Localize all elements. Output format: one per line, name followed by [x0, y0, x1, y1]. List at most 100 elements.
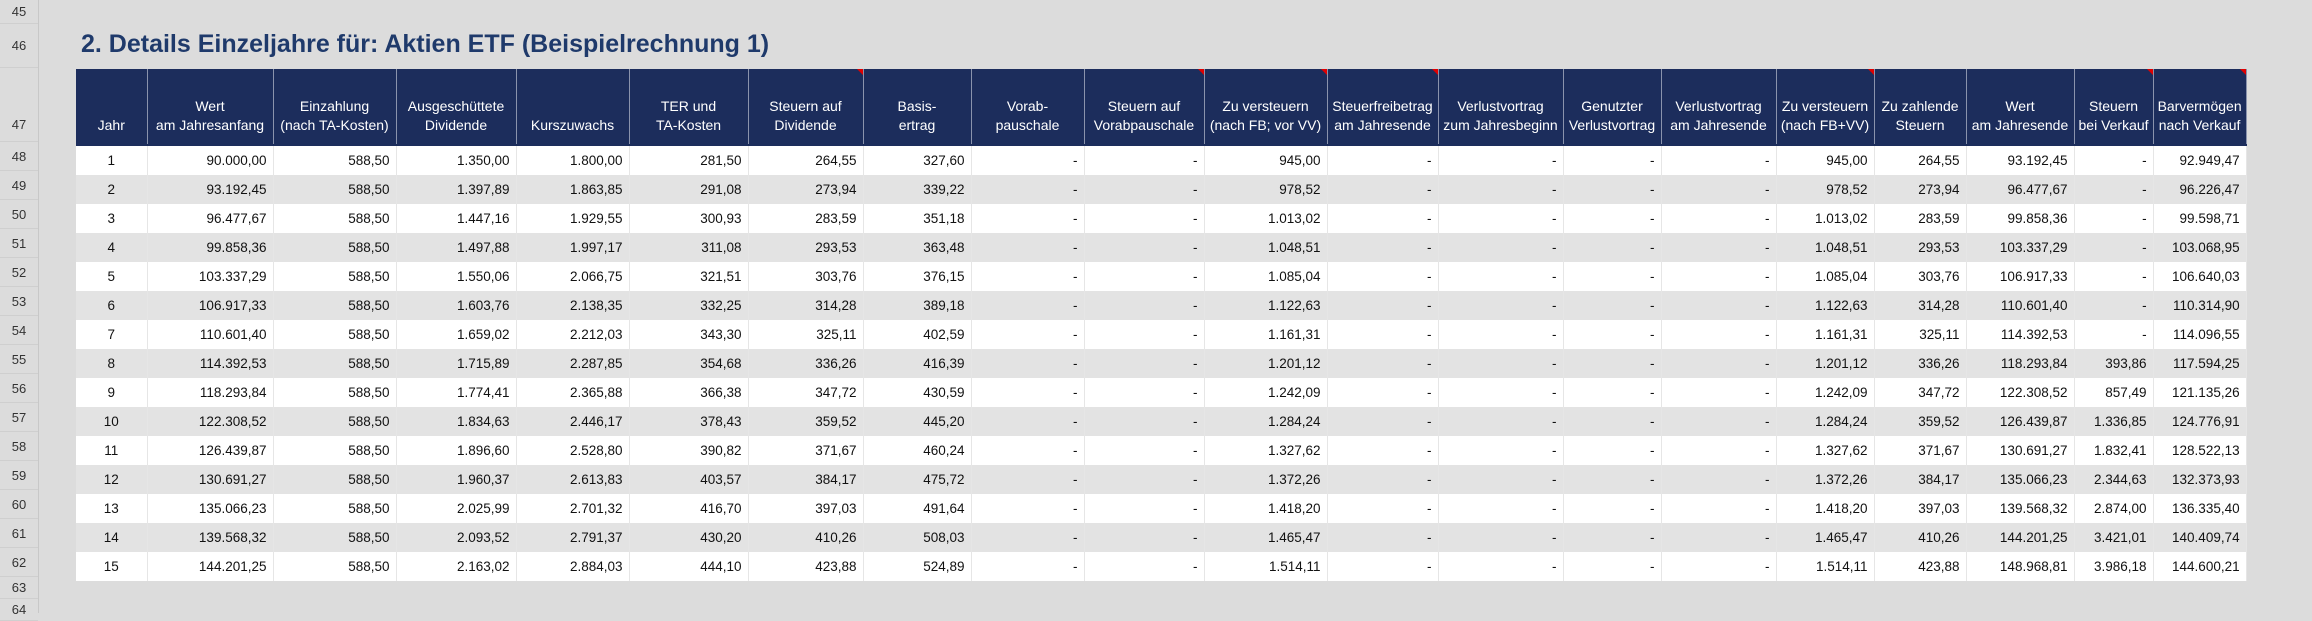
table-cell[interactable]: 139.568,32: [147, 523, 274, 552]
table-cell[interactable]: 106.917,33: [1966, 262, 2075, 291]
table-cell[interactable]: 1.372,26: [1776, 465, 1875, 494]
table-cell[interactable]: -: [1327, 407, 1439, 436]
table-cell[interactable]: -: [1661, 378, 1777, 407]
table-cell[interactable]: -: [1661, 175, 1777, 204]
table-cell[interactable]: 327,60: [863, 144, 972, 175]
table-cell[interactable]: 1.327,62: [1776, 436, 1875, 465]
table-cell[interactable]: -: [2074, 204, 2154, 233]
table-cell[interactable]: 117.594,25: [2153, 349, 2247, 378]
table-cell[interactable]: -: [1438, 320, 1564, 349]
table-cell[interactable]: -: [1438, 378, 1564, 407]
table-cell[interactable]: 10: [76, 407, 148, 436]
table-cell[interactable]: 1.122,63: [1204, 291, 1328, 320]
table-cell[interactable]: -: [1327, 175, 1439, 204]
table-cell[interactable]: -: [2074, 320, 2154, 349]
table-cell[interactable]: 366,38: [629, 378, 749, 407]
table-cell[interactable]: 2.365,88: [516, 378, 630, 407]
table-cell[interactable]: 1.242,09: [1204, 378, 1328, 407]
table-cell[interactable]: 1.465,47: [1204, 523, 1328, 552]
column-header[interactable]: Wert am Jahresende: [1966, 69, 2075, 145]
table-cell[interactable]: 588,50: [273, 494, 397, 523]
table-cell[interactable]: 281,50: [629, 144, 749, 175]
table-cell[interactable]: 132.373,93: [2153, 465, 2247, 494]
table-cell[interactable]: 1.048,51: [1776, 233, 1875, 262]
table-cell[interactable]: 423,88: [748, 552, 864, 581]
column-header[interactable]: Steuerfreibetrag am Jahresende: [1327, 69, 1439, 145]
row-number[interactable]: 47: [0, 68, 38, 142]
table-cell[interactable]: -: [971, 436, 1085, 465]
table-cell[interactable]: 978,52: [1204, 175, 1328, 204]
table-cell[interactable]: 460,24: [863, 436, 972, 465]
table-cell[interactable]: 588,50: [273, 349, 397, 378]
table-cell[interactable]: -: [1084, 494, 1205, 523]
row-number[interactable]: 46: [0, 24, 38, 68]
table-cell[interactable]: 2.025,99: [396, 494, 517, 523]
table-cell[interactable]: 397,03: [1874, 494, 1967, 523]
table-cell[interactable]: 121.135,26: [2153, 378, 2247, 407]
table-cell[interactable]: 321,51: [629, 262, 749, 291]
table-cell[interactable]: 1.603,76: [396, 291, 517, 320]
row-number[interactable]: 59: [0, 461, 38, 490]
table-cell[interactable]: 1.659,02: [396, 320, 517, 349]
table-cell[interactable]: 444,10: [629, 552, 749, 581]
table-cell[interactable]: 110.601,40: [147, 320, 274, 349]
table-cell[interactable]: 1.550,06: [396, 262, 517, 291]
table-cell[interactable]: 1.832,41: [2074, 436, 2154, 465]
table-cell[interactable]: 96.477,67: [1966, 175, 2075, 204]
table-cell[interactable]: -: [2074, 291, 2154, 320]
row-number[interactable]: 55: [0, 345, 38, 374]
table-cell[interactable]: 6: [76, 291, 148, 320]
table-cell[interactable]: 524,89: [863, 552, 972, 581]
table-cell[interactable]: 588,50: [273, 552, 397, 581]
table-cell[interactable]: -: [1563, 204, 1662, 233]
table-cell[interactable]: 103.337,29: [1966, 233, 2075, 262]
table-cell[interactable]: 1.514,11: [1204, 552, 1328, 581]
table-cell[interactable]: 376,15: [863, 262, 972, 291]
table-cell[interactable]: 1.242,09: [1776, 378, 1875, 407]
column-header[interactable]: Kurszuwachs: [516, 69, 630, 145]
table-cell[interactable]: 2.613,83: [516, 465, 630, 494]
table-cell[interactable]: -: [1438, 349, 1564, 378]
table-cell[interactable]: 1.497,88: [396, 233, 517, 262]
table-cell[interactable]: -: [1084, 378, 1205, 407]
row-number[interactable]: 62: [0, 548, 38, 577]
table-cell[interactable]: -: [2074, 175, 2154, 204]
table-cell[interactable]: 136.335,40: [2153, 494, 2247, 523]
table-cell[interactable]: -: [1563, 465, 1662, 494]
table-cell[interactable]: 1.048,51: [1204, 233, 1328, 262]
table-cell[interactable]: 1.284,24: [1204, 407, 1328, 436]
table-cell[interactable]: 1.800,00: [516, 144, 630, 175]
table-cell[interactable]: -: [1661, 349, 1777, 378]
table-cell[interactable]: 144.201,25: [1966, 523, 2075, 552]
table-cell[interactable]: 126.439,87: [1966, 407, 2075, 436]
row-number[interactable]: 61: [0, 519, 38, 548]
table-cell[interactable]: 139.568,32: [1966, 494, 2075, 523]
table-cell[interactable]: 389,18: [863, 291, 972, 320]
table-cell[interactable]: -: [1327, 233, 1439, 262]
table-cell[interactable]: 588,50: [273, 233, 397, 262]
table-cell[interactable]: -: [1084, 291, 1205, 320]
table-cell[interactable]: 347,72: [748, 378, 864, 407]
table-cell[interactable]: 2.163,02: [396, 552, 517, 581]
table-cell[interactable]: 124.776,91: [2153, 407, 2247, 436]
table-cell[interactable]: -: [1438, 175, 1564, 204]
table-cell[interactable]: 588,50: [273, 262, 397, 291]
table-cell[interactable]: 1.201,12: [1204, 349, 1328, 378]
table-cell[interactable]: -: [1327, 204, 1439, 233]
row-number[interactable]: 48: [0, 142, 38, 171]
table-cell[interactable]: 1.161,31: [1776, 320, 1875, 349]
table-cell[interactable]: -: [1084, 465, 1205, 494]
table-cell[interactable]: -: [1563, 175, 1662, 204]
table-cell[interactable]: 416,39: [863, 349, 972, 378]
table-cell[interactable]: 1.085,04: [1776, 262, 1875, 291]
table-cell[interactable]: -: [971, 320, 1085, 349]
table-cell[interactable]: 2.344,63: [2074, 465, 2154, 494]
table-cell[interactable]: 118.293,84: [1966, 349, 2075, 378]
column-header[interactable]: Wert am Jahresanfang: [147, 69, 274, 145]
table-cell[interactable]: 1.715,89: [396, 349, 517, 378]
table-cell[interactable]: 293,53: [1874, 233, 1967, 262]
table-cell[interactable]: -: [1084, 204, 1205, 233]
column-header[interactable]: Ausgeschüttete Dividende: [396, 69, 517, 145]
table-cell[interactable]: 978,52: [1776, 175, 1875, 204]
table-cell[interactable]: -: [1661, 262, 1777, 291]
